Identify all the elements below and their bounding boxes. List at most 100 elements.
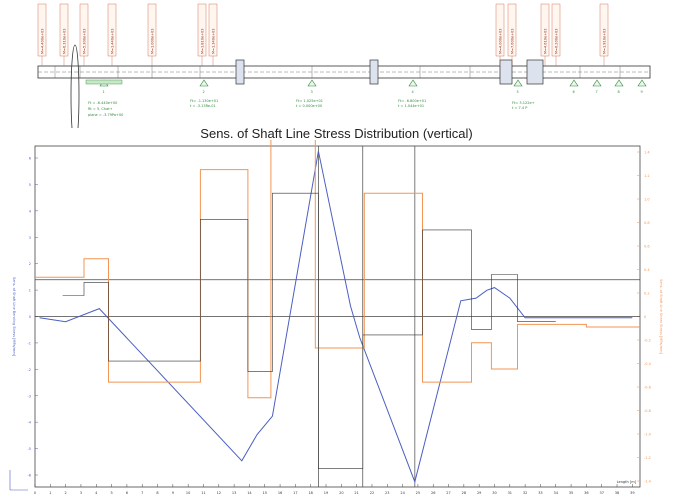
load-label: M=5.300e+03 xyxy=(83,28,87,54)
x-tick-label: 10 xyxy=(186,491,190,495)
x-tick-label: 14 xyxy=(247,491,252,495)
load-note: Rt = 5, Chat+ xyxy=(88,107,113,111)
load-label: M=6.310e+03 xyxy=(63,28,67,54)
x-tick-label: 27 xyxy=(446,491,450,495)
right-y-tick-label: 0.2 xyxy=(644,292,650,296)
left-y-tick-label: -3 xyxy=(28,394,32,398)
bearing-number: 2 xyxy=(203,90,205,94)
x-tick-label: 0 xyxy=(34,491,36,495)
x-tick-label: 26 xyxy=(431,491,435,495)
bearing-number: 1 xyxy=(103,90,105,94)
x-tick-label: 13 xyxy=(232,491,236,495)
x-tick-label: 33 xyxy=(538,491,542,495)
bearing-support xyxy=(592,79,602,87)
right-y-tick-label: 0 xyxy=(644,315,646,319)
right-y-tick-label: -1.0 xyxy=(644,433,651,437)
right-y-axis-label: Sens. of Shaft Line Shear Stress [MPa/mm… xyxy=(659,279,663,354)
load-label: M=1.440e+03 xyxy=(111,28,115,54)
x-tick-label: 29 xyxy=(477,491,481,495)
right-y-tick-label: 0.4 xyxy=(644,268,650,272)
load-label: M=6.200e+03 xyxy=(555,28,559,54)
load-label: M=1.910e+03 xyxy=(603,28,607,54)
propeller-shape xyxy=(70,44,80,128)
x-tick-label: 35 xyxy=(569,491,573,495)
shaft-coupling-flange xyxy=(235,59,245,85)
x-tick-label: 4 xyxy=(95,491,98,495)
load-note: Ft= -6.800e+01 xyxy=(398,99,426,103)
load-note: plane = -3.79Pa+00 xyxy=(88,113,123,117)
x-tick-label: 16 xyxy=(278,491,282,495)
left-y-axis-label: Sens. of Shaft Line Bending Stress [MPa/… xyxy=(12,277,16,357)
load-note: Ft= 1.025e+01 xyxy=(296,99,323,103)
x-tick-label: 9 xyxy=(172,491,174,495)
right-y-tick-label: -1.4 xyxy=(644,480,652,484)
series-line-0 xyxy=(39,151,633,484)
left-y-tick-label: -1 xyxy=(28,341,32,345)
x-tick-label: 18 xyxy=(308,491,312,495)
bearing-support xyxy=(307,79,317,87)
series-line-2 xyxy=(62,192,556,469)
load-label: M=1.000e+03 xyxy=(151,28,155,54)
stern-tube-bearing xyxy=(85,79,123,85)
x-tick-label: 5 xyxy=(110,491,112,495)
bearing-number: 7 xyxy=(596,90,598,94)
x-tick-label: 38 xyxy=(615,491,619,495)
left-y-tick-label: -2 xyxy=(28,368,32,372)
x-tick-label: 39 xyxy=(630,491,634,495)
x-tick-label: 19 xyxy=(324,491,328,495)
shaft-coupling-flange xyxy=(499,59,513,85)
chart-title: Sens. of Shaft Line Stress Distribution … xyxy=(200,126,473,141)
x-tick-label: 6 xyxy=(126,491,128,495)
x-tick-label: 23 xyxy=(385,491,389,495)
x-tick-label: 20 xyxy=(339,491,343,495)
x-tick-label: 11 xyxy=(201,491,205,495)
x-tick-label: 12 xyxy=(217,491,221,495)
x-tick-label: 25 xyxy=(416,491,420,495)
x-tick-label: 28 xyxy=(462,491,466,495)
right-y-tick-label: 1.4 xyxy=(644,151,650,155)
load-label: M=4.610e+03 xyxy=(544,28,548,54)
left-y-tick-label: 0 xyxy=(29,315,31,319)
left-y-tick-label: 2 xyxy=(29,262,31,266)
left-y-tick-label: 6 xyxy=(29,157,31,161)
left-y-tick-label: 1 xyxy=(29,289,31,293)
bearing-support xyxy=(408,79,418,87)
bearing-support xyxy=(614,79,624,87)
stress-distribution-plot: 6543210-1-2-3-4-5-61.41.21.00.80.60.40.2… xyxy=(9,140,663,495)
x-tick-label: 7 xyxy=(141,491,143,495)
right-y-tick-label: -0.6 xyxy=(644,386,651,390)
left-y-tick-label: 4 xyxy=(29,209,32,213)
right-y-tick-label: -0.8 xyxy=(644,409,651,413)
right-y-tick-label: -1.2 xyxy=(644,456,651,460)
x-tick-label: 37 xyxy=(599,491,603,495)
x-tick-label: 21 xyxy=(354,491,358,495)
load-label: M=1.810e+03 xyxy=(201,28,205,54)
bearing-support xyxy=(637,79,647,87)
right-y-tick-label: 1.0 xyxy=(644,198,650,202)
bearing-number: 8 xyxy=(618,90,620,94)
x-tick-label: 8 xyxy=(156,491,158,495)
x-tick-label: 36 xyxy=(584,491,588,495)
series-line-1 xyxy=(35,140,640,399)
load-note: Ft = -6.440e+00 xyxy=(88,101,117,105)
load-note: t = 7.4 P xyxy=(512,106,527,110)
load-label: M=4.000e+03 xyxy=(499,28,503,54)
right-y-tick-label: -0.2 xyxy=(644,339,651,343)
x-axis-label: Length [m] xyxy=(617,480,637,484)
shaft-line-diagram: M=4.400e+03 M=6.310e+03 M=5.300e+03 M=1.440… xyxy=(37,3,651,128)
load-note: Ft= 3.122e+ xyxy=(512,101,535,105)
bearing-number: 9 xyxy=(641,90,643,94)
x-tick-label: 2 xyxy=(65,491,67,495)
bearing-support xyxy=(513,79,523,87)
bearing-number: 5 xyxy=(517,90,519,94)
left-y-tick-label: 3 xyxy=(29,236,31,240)
shaft-coupling-flange xyxy=(369,59,379,85)
load-label: M=7.600e+03 xyxy=(511,28,515,54)
right-y-tick-label: 0.6 xyxy=(644,245,650,249)
left-y-tick-label: -6 xyxy=(28,474,32,478)
x-tick-label: 15 xyxy=(263,491,267,495)
x-tick-label: 31 xyxy=(508,491,512,495)
x-tick-label: 24 xyxy=(400,491,405,495)
x-tick-label: 17 xyxy=(293,491,297,495)
x-tick-label: 30 xyxy=(492,491,496,495)
